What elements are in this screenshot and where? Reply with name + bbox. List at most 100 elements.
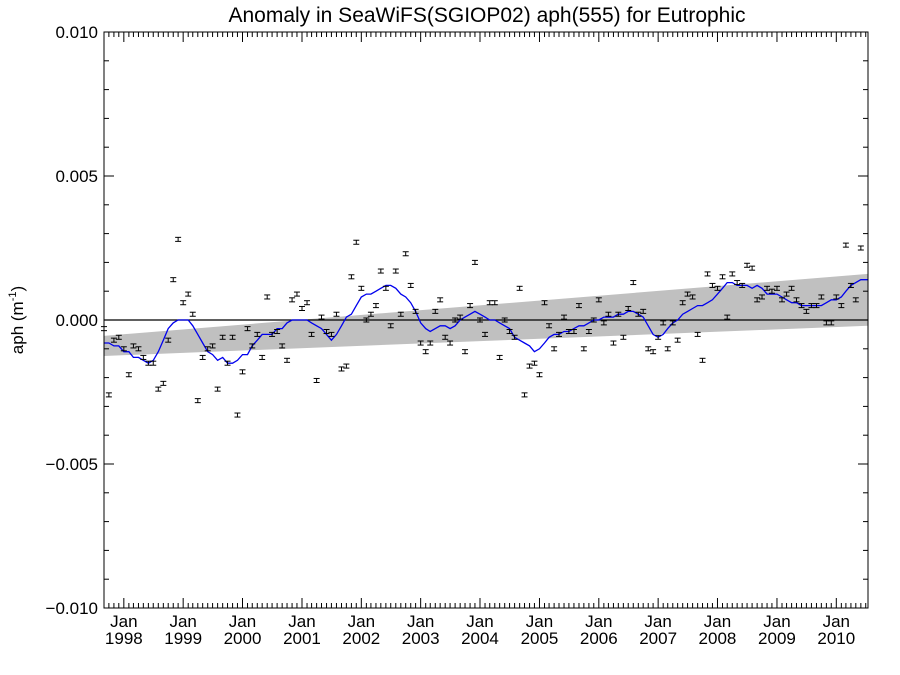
data-point xyxy=(640,308,647,314)
data-point xyxy=(407,282,414,288)
data-point xyxy=(457,314,464,320)
data-point xyxy=(570,329,577,335)
data-point xyxy=(214,386,221,392)
data-point xyxy=(655,334,662,340)
data-point xyxy=(115,334,122,340)
data-point xyxy=(561,314,568,320)
data-point xyxy=(684,291,691,297)
data-point xyxy=(749,265,756,271)
data-point xyxy=(343,363,350,369)
data-point xyxy=(437,297,444,303)
data-point xyxy=(857,245,864,251)
data-point xyxy=(669,320,676,326)
data-point xyxy=(358,285,365,291)
x-tick-label-month: Jan xyxy=(823,612,850,631)
data-point xyxy=(313,377,320,383)
data-point xyxy=(828,320,835,326)
y-axis-label-main: aph (m xyxy=(8,301,27,354)
data-point xyxy=(660,320,667,326)
data-point xyxy=(471,259,478,265)
data-point xyxy=(180,300,187,306)
y-tick-label: −0.005 xyxy=(46,455,98,474)
data-point xyxy=(269,331,276,337)
data-point xyxy=(363,317,370,323)
data-point xyxy=(847,282,854,288)
data-point xyxy=(689,294,696,300)
data-point xyxy=(239,369,246,375)
data-point xyxy=(377,268,384,274)
data-point xyxy=(452,317,459,323)
data-point xyxy=(773,285,780,291)
data-point xyxy=(264,294,271,300)
data-point xyxy=(204,346,211,352)
data-point xyxy=(259,354,266,360)
data-point xyxy=(412,308,419,314)
data-point xyxy=(105,392,112,398)
data-point xyxy=(531,360,538,366)
data-point xyxy=(135,346,142,352)
y-tick-label: −0.010 xyxy=(46,599,98,618)
data-point xyxy=(625,305,632,311)
data-point xyxy=(432,308,439,314)
data-point xyxy=(304,300,311,306)
data-point xyxy=(788,285,795,291)
data-point xyxy=(833,294,840,300)
y-tick-label: 0.005 xyxy=(55,167,98,186)
data-point xyxy=(585,329,592,335)
data-point xyxy=(694,331,701,337)
trend-band-layer xyxy=(104,273,868,356)
data-point xyxy=(724,314,731,320)
trend-band xyxy=(104,273,868,356)
data-point xyxy=(486,300,493,306)
x-tick-label-month: Jan xyxy=(585,612,612,631)
x-tick-label-year: 2000 xyxy=(224,629,262,648)
x-tick-label-year: 2002 xyxy=(342,629,380,648)
data-point xyxy=(279,343,286,349)
data-point xyxy=(842,242,849,248)
data-point xyxy=(729,271,736,277)
x-tick-label-year: 2009 xyxy=(758,629,796,648)
data-point xyxy=(754,297,761,303)
data-point xyxy=(575,303,582,309)
data-point xyxy=(289,297,296,303)
x-tick-label-month: Jan xyxy=(169,612,196,631)
data-points-layer xyxy=(101,236,864,418)
data-point xyxy=(793,297,800,303)
data-point xyxy=(630,280,637,286)
data-point xyxy=(511,334,518,340)
x-tick-label-year: 2008 xyxy=(699,629,737,648)
data-point xyxy=(130,343,137,349)
data-point xyxy=(175,236,182,242)
data-point xyxy=(224,360,231,366)
data-point xyxy=(293,291,300,297)
data-point xyxy=(650,349,657,355)
data-point xyxy=(798,303,805,309)
x-tick-label-month: Jan xyxy=(704,612,731,631)
data-point xyxy=(768,288,775,294)
x-tick-label-month: Jan xyxy=(288,612,315,631)
data-point xyxy=(803,308,810,314)
data-point xyxy=(536,372,543,378)
data-point xyxy=(565,329,572,335)
data-point xyxy=(526,363,533,369)
y-axis-label-close: ) xyxy=(8,286,27,292)
x-tick-label-year: 2006 xyxy=(580,629,618,648)
data-point xyxy=(274,329,281,335)
data-point xyxy=(546,323,553,329)
x-tick-labels: Jan1998Jan1999Jan2000Jan2001Jan2002Jan20… xyxy=(105,612,855,648)
data-point xyxy=(234,412,241,418)
data-point xyxy=(719,274,726,280)
data-point xyxy=(353,239,360,245)
data-point xyxy=(160,380,167,386)
x-tick-label-year: 2004 xyxy=(461,629,499,648)
data-point xyxy=(120,346,127,352)
data-point xyxy=(516,285,523,291)
data-point xyxy=(447,340,454,346)
x-tick-label-month: Jan xyxy=(526,612,553,631)
x-tick-label-year: 2005 xyxy=(521,629,559,648)
data-point xyxy=(783,291,790,297)
x-tick-label-year: 1998 xyxy=(105,629,143,648)
smooth-line-layer xyxy=(104,279,868,364)
x-tick-label-month: Jan xyxy=(110,612,137,631)
